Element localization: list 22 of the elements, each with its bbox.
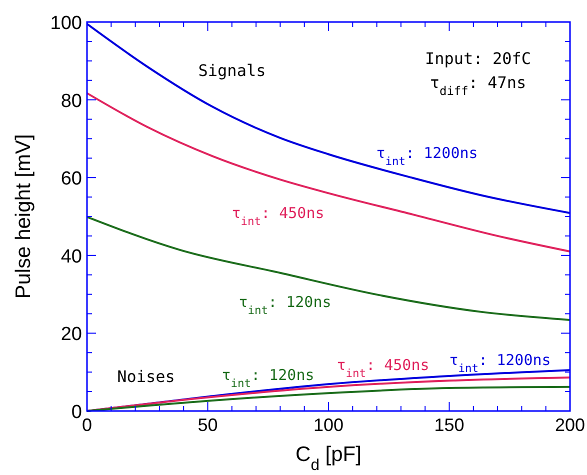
y-tick-label: 20 bbox=[60, 324, 82, 346]
series-label: τ$_{int}$: 450ns bbox=[232, 204, 324, 228]
series-label: τ$_{int}$: 1200ns bbox=[376, 144, 478, 168]
x-tick-label: 150 bbox=[434, 415, 464, 435]
x-tick-label: 200 bbox=[554, 415, 586, 435]
y-axis-title: Pulse height [mV] bbox=[12, 134, 35, 299]
series-label: τ$_{int}$: 120ns bbox=[238, 293, 332, 316]
series-label: τ$_{int}$: 450ns bbox=[336, 356, 430, 380]
y-tick-label: 40 bbox=[60, 246, 82, 268]
line-series bbox=[86, 386, 571, 412]
y-tick-label: 60 bbox=[60, 168, 82, 190]
series-label: τ$_{int}$: 120ns bbox=[222, 366, 314, 390]
annotation: Signals bbox=[198, 61, 266, 80]
x-tick-label: 50 bbox=[198, 415, 218, 435]
x-axis-title: C$_{d}$ [pF] bbox=[296, 443, 362, 474]
series-label: τ$_{int}$: 1200ns bbox=[449, 351, 551, 374]
x-tick-label: 100 bbox=[313, 415, 344, 435]
annotation: τ$_{diff}$: 47ns bbox=[430, 73, 526, 98]
annotation: Input: 20fC bbox=[425, 49, 531, 68]
y-tick-label: 80 bbox=[60, 90, 82, 112]
annotation: Noises bbox=[117, 367, 175, 386]
y-tick-label: 100 bbox=[50, 13, 82, 34]
